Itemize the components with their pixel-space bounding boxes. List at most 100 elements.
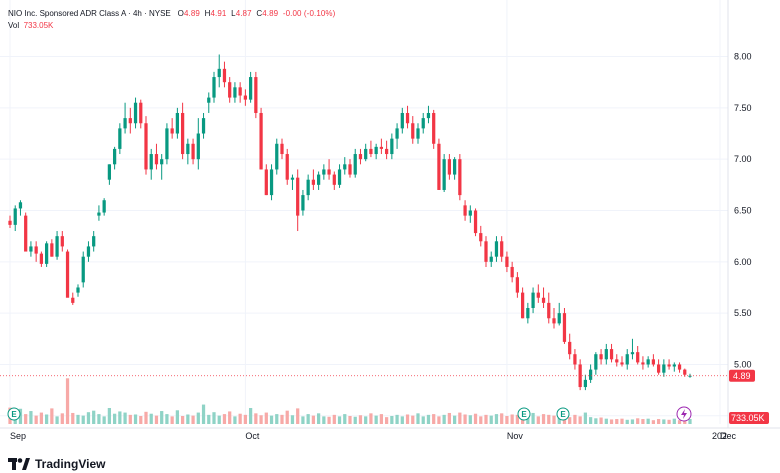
candle-body — [526, 308, 530, 319]
candle-body — [578, 364, 582, 388]
candle-body — [452, 159, 457, 175]
candle-body — [107, 164, 112, 180]
volume-bar — [322, 416, 326, 424]
volume-bar — [290, 415, 295, 424]
close-value: 4.89 — [262, 9, 279, 18]
volume-bar — [625, 419, 629, 424]
candle-body — [494, 241, 499, 257]
earnings-marker-icon[interactable]: E — [7, 407, 21, 421]
earnings-marker-icon[interactable]: E — [556, 407, 570, 421]
candle-body — [463, 205, 467, 216]
high-label: H — [204, 9, 211, 18]
candle-body — [254, 77, 258, 113]
volume-bar — [473, 413, 478, 424]
candle-body — [400, 112, 404, 129]
candle-body — [442, 159, 446, 190]
candle-body — [416, 128, 420, 139]
tradingview-logo[interactable]: TradingView — [8, 457, 105, 471]
volume-bar — [217, 415, 221, 424]
candle-body — [39, 253, 44, 264]
volume-bar — [175, 410, 180, 424]
volume-bar — [102, 416, 106, 424]
candle-body — [547, 302, 551, 319]
volume-bar — [243, 414, 248, 424]
candle-body — [568, 341, 572, 355]
candle-body — [489, 256, 493, 262]
volume-bar — [541, 414, 546, 424]
candle-body — [13, 208, 17, 225]
candle-body — [306, 179, 310, 196]
candle-body — [296, 177, 300, 216]
volume-bar — [536, 416, 540, 424]
volume-bar — [531, 412, 535, 424]
lightning-event-icon[interactable] — [676, 406, 692, 422]
y-tick-label: 8.00 — [734, 52, 752, 62]
volume-bar — [500, 413, 504, 424]
candle-body — [353, 154, 357, 175]
candle-body — [688, 375, 692, 377]
candle-body — [44, 243, 49, 264]
candle-body — [588, 369, 593, 380]
volume-bar — [573, 414, 577, 424]
volume-bar — [636, 418, 640, 424]
volume-bar — [578, 416, 582, 424]
candle-body — [625, 354, 629, 365]
candle-body — [139, 102, 143, 124]
candle-body — [217, 68, 221, 78]
candle-body — [196, 133, 200, 160]
price-axis[interactable]: 8.007.507.006.506.005.505.004.50 — [734, 52, 752, 421]
candle-body — [71, 297, 75, 303]
earnings-marker-icon[interactable]: E — [517, 407, 531, 421]
candle-body — [269, 169, 274, 196]
volume-bar — [677, 420, 682, 424]
candle-body — [123, 118, 127, 129]
candle-body — [369, 148, 373, 155]
volume-bar — [369, 413, 373, 424]
candle-body — [541, 297, 546, 303]
candle-body — [29, 246, 33, 252]
candle-body — [609, 349, 614, 360]
candle-body — [552, 318, 556, 324]
candle-body — [473, 210, 478, 234]
candle-body — [500, 241, 504, 257]
volume-bar — [374, 415, 378, 424]
volume-bar — [81, 415, 85, 424]
candle-body — [447, 159, 452, 175]
candle-body — [275, 143, 279, 170]
volume-bar — [426, 414, 431, 424]
last-price-tag: 4.89 — [729, 369, 755, 382]
candle-body — [128, 118, 132, 124]
candle-body — [102, 200, 106, 213]
y-tick-label: 6.00 — [734, 257, 752, 267]
volume-bar — [212, 412, 216, 424]
high-value: 4.91 — [210, 9, 227, 18]
volume-bar — [353, 416, 357, 424]
volume-bar — [39, 412, 44, 424]
candle-body — [322, 169, 326, 175]
candle-body — [641, 362, 645, 365]
x-tick-label: Nov — [507, 431, 524, 441]
candle-body — [411, 123, 415, 139]
symbol-title[interactable]: NIO Inc. Sponsored ADR Class A · 4h · NY… — [8, 9, 171, 18]
volume-bar — [275, 414, 279, 424]
candle-body — [636, 352, 640, 363]
candle-body — [112, 148, 117, 165]
candlestick-series — [8, 54, 692, 391]
brand-name: TradingView — [35, 457, 106, 471]
candle-body — [620, 362, 624, 365]
volume-bar — [468, 415, 472, 424]
candle-body — [243, 95, 248, 100]
svg-text:E: E — [11, 410, 17, 419]
candle-body — [515, 277, 520, 293]
candle-body — [458, 159, 462, 196]
volume-bar — [348, 416, 352, 424]
volume-bar — [390, 416, 394, 424]
volume-bar — [112, 413, 117, 424]
svg-text:E: E — [560, 410, 566, 419]
candle-body — [222, 68, 227, 83]
y-tick-label: 7.00 — [734, 154, 752, 164]
volume-bar — [180, 416, 185, 424]
candle-body — [170, 128, 174, 134]
